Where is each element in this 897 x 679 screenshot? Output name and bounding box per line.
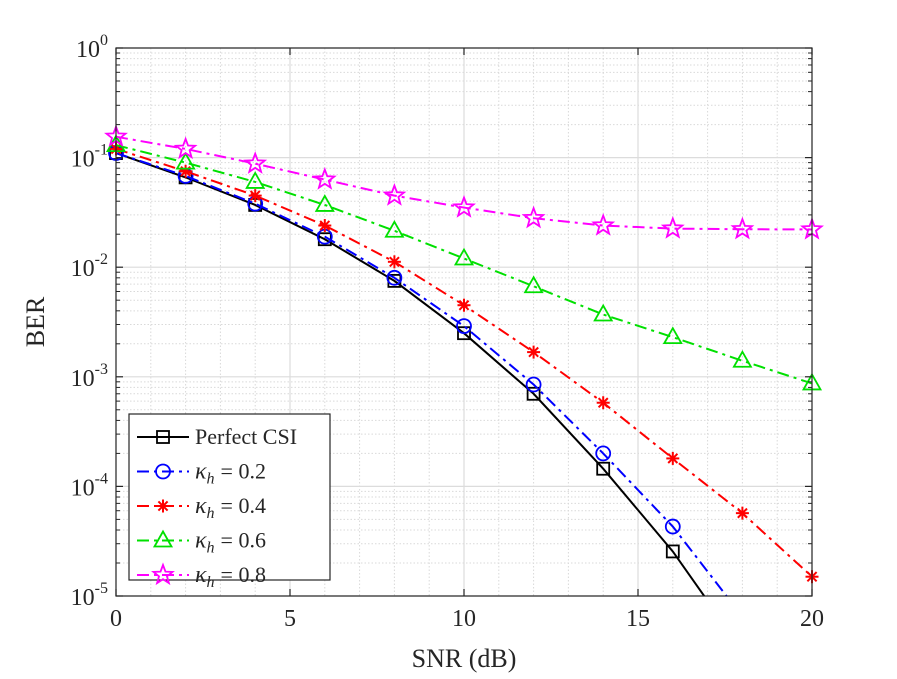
x-tick-label: 20 — [800, 606, 824, 632]
legend-label: κh = 0.8 — [195, 562, 266, 591]
data-point — [248, 189, 262, 203]
tick-marks — [115, 47, 813, 597]
data-point — [660, 216, 685, 239]
y-axis-label: BER — [21, 296, 50, 347]
x-tick-labels: 0 5 10 15 20 — [110, 606, 824, 632]
y-tick-label: 10-1 — [71, 142, 108, 173]
data-point — [314, 194, 335, 212]
data-point — [175, 151, 196, 170]
data-point — [245, 171, 266, 189]
x-tick-label: 10 — [452, 606, 476, 632]
legend-label: κh = 0.4 — [195, 493, 266, 522]
data-point — [521, 205, 546, 229]
legend-entry: κh = 0.2 — [137, 459, 266, 488]
y-tick-label: 10-3 — [71, 361, 108, 392]
data-point — [457, 326, 471, 341]
series-line — [116, 135, 812, 231]
y-tick-label: 10-5 — [71, 580, 108, 611]
legend-marker — [156, 499, 170, 513]
data-point — [525, 376, 542, 393]
x-tick-label: 15 — [626, 606, 650, 632]
data-point — [457, 298, 471, 312]
legend-marker — [155, 463, 171, 480]
legend-label: κh = 0.2 — [195, 459, 266, 488]
series-line — [116, 144, 812, 385]
data-point — [318, 219, 332, 233]
data-point — [735, 506, 749, 520]
data-point — [591, 212, 616, 236]
legend-box — [128, 413, 331, 581]
legend-entry: κh = 0.4 — [137, 493, 266, 522]
data-point — [384, 219, 405, 238]
series-3 — [105, 134, 823, 391]
x-axis-label: SNR (dB) — [412, 644, 517, 673]
legend-entry: Perfect CSI — [137, 424, 297, 449]
data-point — [523, 275, 544, 294]
data-point — [386, 269, 403, 286]
legend-marker — [156, 430, 170, 444]
legend: Perfect CSI κh = 0.2 κh = 0.4 κh = 0.6 κh = 0.8 — [128, 413, 331, 591]
data-point — [173, 136, 198, 160]
legend-label: κh = 0.6 — [195, 528, 266, 557]
data-point — [666, 451, 680, 465]
y-tick-label: 100 — [76, 32, 108, 63]
grid — [115, 47, 813, 597]
y-tick-label: 10-2 — [71, 251, 108, 282]
data-point — [526, 386, 541, 401]
y-tick-labels: 100 10-1 10-2 10-3 10-4 10-5 — [71, 32, 108, 611]
data-point — [382, 183, 407, 206]
data-point — [664, 518, 681, 535]
data-point — [596, 396, 610, 410]
data-point — [452, 195, 476, 218]
legend-label: Perfect CSI — [195, 424, 297, 449]
data-point — [662, 326, 683, 345]
x-tick-label: 0 — [110, 606, 122, 632]
legend-marker — [151, 562, 175, 586]
data-point — [595, 445, 612, 462]
data-point — [456, 318, 472, 335]
data-point — [596, 461, 611, 476]
legend-entry: κh = 0.8 — [137, 562, 266, 591]
data-point — [243, 151, 268, 174]
series-line — [116, 152, 706, 596]
data-point — [387, 255, 401, 269]
data-point — [730, 216, 755, 240]
legend-entry: κh = 0.6 — [137, 528, 266, 557]
data-point — [527, 345, 541, 359]
legend-marker — [152, 529, 174, 548]
y-tick-label: 10-4 — [71, 470, 108, 501]
data-point — [593, 303, 614, 322]
data-point — [179, 164, 193, 178]
data-point — [453, 247, 475, 266]
series-4 — [104, 124, 824, 240]
x-tick-label: 5 — [284, 606, 296, 632]
data-point — [665, 544, 680, 559]
series-line — [116, 152, 728, 596]
data-point — [312, 167, 337, 190]
data-point — [732, 349, 753, 368]
